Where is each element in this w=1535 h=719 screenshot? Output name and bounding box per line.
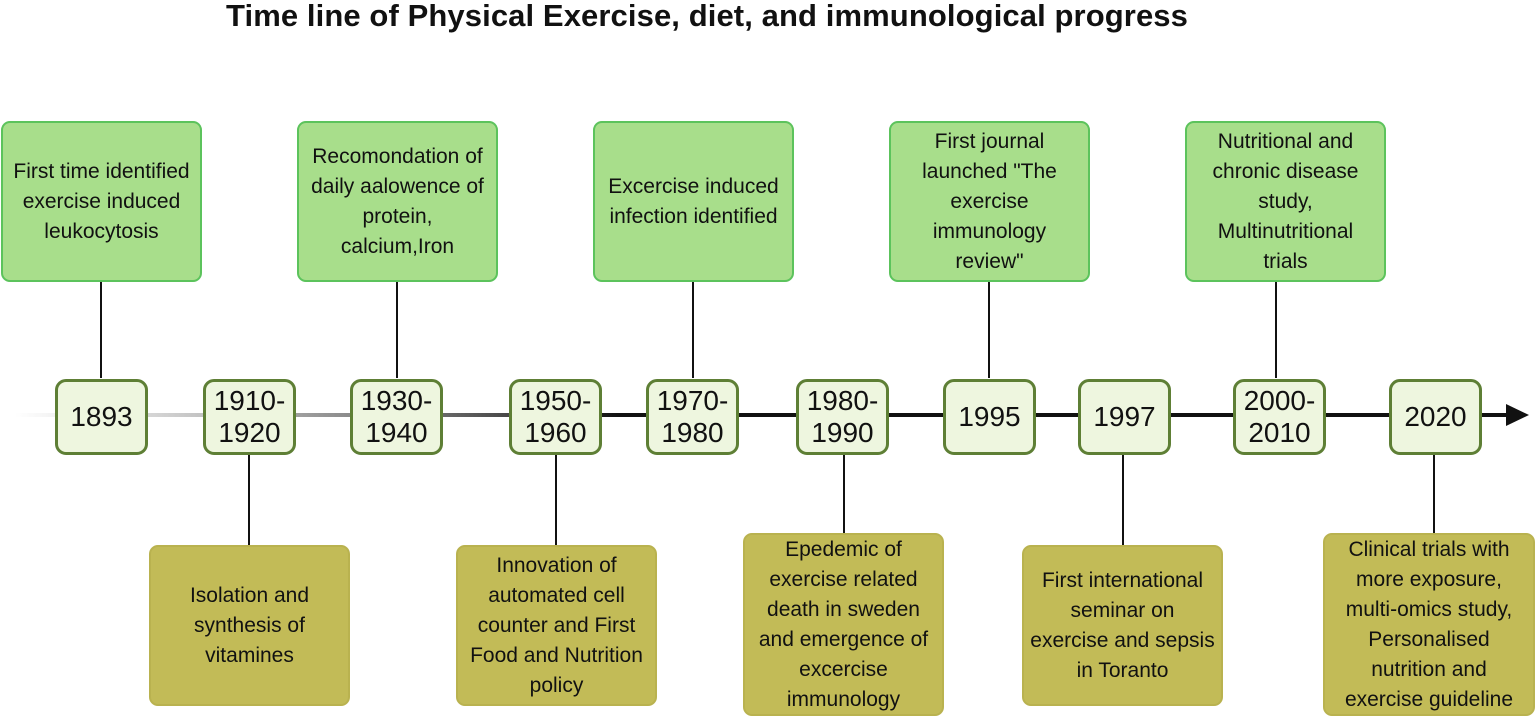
event-text-2000-2010: Nutritional and chronic disease study, M… (1212, 129, 1359, 273)
year-node-1980-1990: 1980- 1990 (796, 379, 889, 455)
year-node-1930-1940: 1930- 1940 (350, 379, 443, 455)
connector-bottom-2020 (1433, 454, 1435, 534)
event-text-2020: Clinical trials with more exposure, mult… (1344, 537, 1514, 711)
event-text-1950-1960: Innovation of automated cell counter and… (470, 553, 643, 697)
event-text-1970-1980: Excercise induced infection identified (608, 174, 779, 228)
timeline-title: Time line of Physical Exercise, diet, an… (226, 0, 1188, 33)
timeline-arrowhead (1506, 404, 1529, 426)
event-box-2000-2010: Nutritional and chronic disease study, M… (1185, 121, 1386, 282)
year-node-1950-1960: 1950- 1960 (509, 379, 602, 455)
connector-top-1995 (988, 281, 990, 378)
event-box-1997: First international seminar on exercise … (1022, 545, 1223, 706)
connector-bottom-1997 (1122, 454, 1124, 546)
connector-top-2000 (1275, 281, 1277, 378)
year-node-1995: 1995 (943, 379, 1036, 455)
event-text-1893: First time identified exercise induced l… (13, 159, 190, 243)
year-node-1893: 1893 (55, 379, 148, 455)
event-text-1995: First journal launched "The exercise imm… (922, 129, 1057, 273)
connector-bottom-1910 (248, 454, 250, 546)
event-text-1910-1920: Isolation and synthesis of vitamines (189, 583, 310, 667)
connector-bottom-1980 (843, 454, 845, 534)
year-node-2000-2010: 2000- 2010 (1233, 379, 1326, 455)
year-node-1970-1980: 1970- 1980 (646, 379, 739, 455)
event-text-1980-1990: Epedemic of exercise related death in sw… (758, 537, 929, 711)
year-node-1997: 1997 (1078, 379, 1171, 455)
event-text-1997: First international seminar on exercise … (1030, 568, 1215, 682)
event-box-1980-1990: Epedemic of exercise related death in sw… (743, 533, 944, 716)
event-text-1930-1940: Recomondation of daily aalowence of prot… (311, 144, 484, 258)
event-box-1970-1980: Excercise induced infection identified (593, 121, 794, 282)
event-box-1995: First journal launched "The exercise imm… (889, 121, 1090, 282)
event-box-1950-1960: Innovation of automated cell counter and… (456, 545, 657, 706)
connector-top-1930 (396, 281, 398, 378)
connector-top-1893 (100, 281, 102, 378)
event-box-2020: Clinical trials with more exposure, mult… (1323, 533, 1535, 716)
event-box-1893: First time identified exercise induced l… (1, 121, 202, 282)
event-box-1910-1920: Isolation and synthesis of vitamines (149, 545, 350, 706)
connector-top-1970 (692, 281, 694, 378)
connector-bottom-1950 (555, 454, 557, 546)
year-node-1910-1920: 1910- 1920 (203, 379, 296, 455)
event-box-1930-1940: Recomondation of daily aalowence of prot… (297, 121, 498, 282)
year-node-2020: 2020 (1389, 379, 1482, 455)
